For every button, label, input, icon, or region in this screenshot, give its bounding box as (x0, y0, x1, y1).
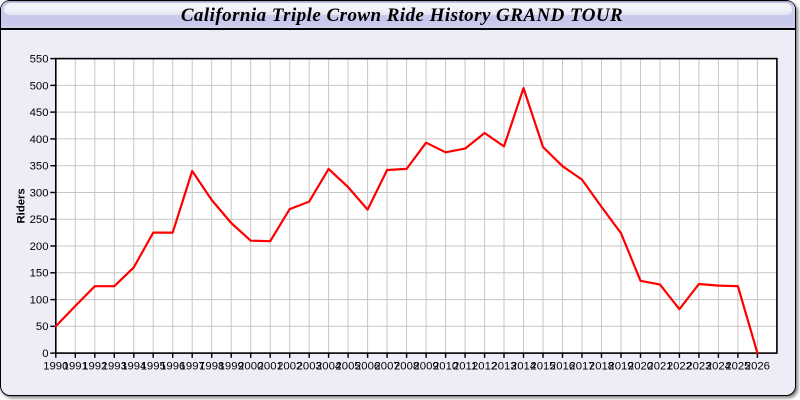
svg-text:2021: 2021 (647, 361, 672, 373)
svg-text:2009: 2009 (414, 361, 439, 373)
svg-text:2018: 2018 (589, 361, 614, 373)
svg-text:1997: 1997 (180, 361, 205, 373)
svg-text:1991: 1991 (63, 361, 88, 373)
svg-text:2012: 2012 (472, 361, 497, 373)
svg-text:2022: 2022 (667, 361, 692, 373)
svg-text:1993: 1993 (102, 361, 127, 373)
svg-text:2011: 2011 (453, 361, 477, 373)
svg-text:500: 500 (30, 80, 49, 92)
svg-text:400: 400 (30, 134, 49, 146)
svg-text:2005: 2005 (336, 361, 361, 373)
svg-text:450: 450 (30, 107, 49, 119)
svg-text:2007: 2007 (375, 361, 400, 373)
svg-text:2025: 2025 (725, 361, 750, 373)
svg-text:2015: 2015 (530, 361, 555, 373)
svg-text:2003: 2003 (297, 361, 322, 373)
svg-text:300: 300 (30, 187, 49, 199)
svg-text:2013: 2013 (491, 361, 516, 373)
svg-text:200: 200 (30, 241, 49, 253)
svg-text:2016: 2016 (550, 361, 575, 373)
svg-text:1992: 1992 (82, 361, 107, 373)
svg-text:2004: 2004 (316, 361, 341, 373)
svg-text:Riders: Riders (16, 188, 28, 223)
svg-text:2002: 2002 (277, 361, 302, 373)
svg-text:2006: 2006 (355, 361, 380, 373)
svg-text:1995: 1995 (141, 361, 166, 373)
svg-text:350: 350 (30, 161, 49, 173)
svg-text:50: 50 (36, 321, 49, 333)
svg-text:1990: 1990 (43, 361, 68, 373)
svg-text:2017: 2017 (569, 361, 594, 373)
svg-text:2023: 2023 (686, 361, 711, 373)
svg-text:550: 550 (30, 54, 49, 66)
svg-text:0: 0 (42, 348, 48, 360)
svg-text:250: 250 (30, 214, 49, 226)
svg-text:1999: 1999 (219, 361, 244, 373)
svg-text:2014: 2014 (511, 361, 536, 373)
svg-text:2019: 2019 (608, 361, 633, 373)
svg-text:100: 100 (30, 295, 49, 307)
svg-text:2020: 2020 (628, 361, 653, 373)
svg-text:2026: 2026 (745, 361, 770, 373)
svg-text:150: 150 (30, 268, 49, 280)
svg-text:1998: 1998 (199, 361, 224, 373)
svg-text:1994: 1994 (121, 361, 146, 373)
svg-text:2024: 2024 (706, 361, 731, 373)
svg-text:1996: 1996 (160, 361, 185, 373)
svg-text:2008: 2008 (394, 361, 419, 373)
svg-text:2001: 2001 (258, 361, 283, 373)
svg-text:2010: 2010 (433, 361, 458, 373)
svg-text:2000: 2000 (238, 361, 263, 373)
